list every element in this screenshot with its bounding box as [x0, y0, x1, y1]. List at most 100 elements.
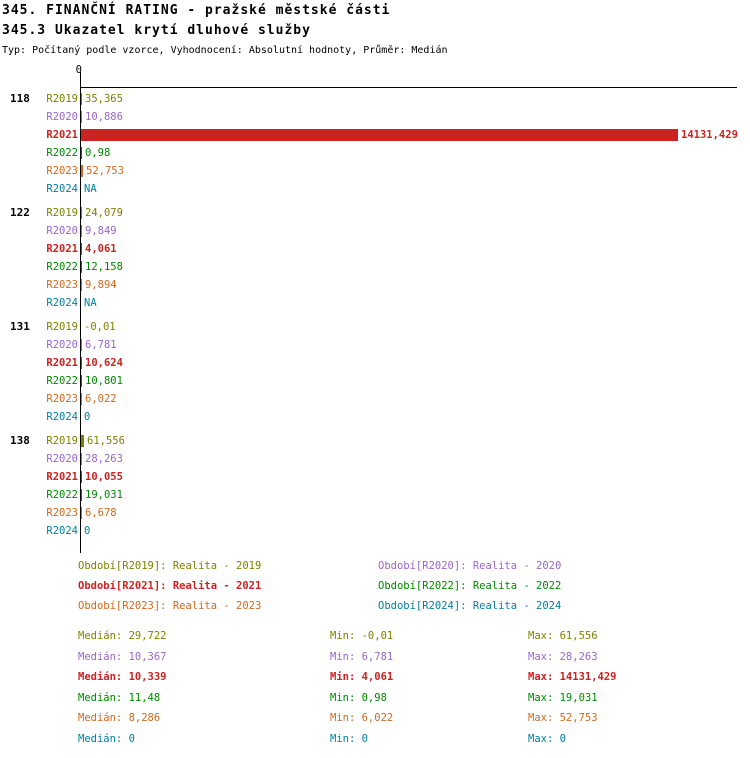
stat-max-r2023: Max: 52,753 — [528, 712, 598, 724]
stat-median-r2020: Medián: 10,367 — [78, 650, 167, 663]
series-year-label: R2021 — [46, 471, 78, 483]
value-label: 4,061 — [85, 243, 117, 255]
chart-row: R2023 52,753 — [0, 162, 750, 180]
value-bar — [81, 453, 82, 465]
value-label: 14131,429 — [681, 129, 738, 141]
stat-max-r2021: Max: 14131,429 — [528, 671, 617, 683]
chart-row: R2024 0 — [0, 408, 750, 426]
series-year-label: R2021 — [46, 357, 78, 369]
value-bar — [81, 261, 82, 273]
value-label: 35,365 — [85, 93, 123, 105]
series-year-label: R2022 — [46, 489, 78, 501]
stat-median-r2024: Medián: 0 — [78, 732, 135, 745]
stat-min-r2020: Min: 6,781 — [330, 650, 394, 663]
value-label: 0 — [84, 411, 91, 423]
series-year-label: R2020 — [46, 111, 78, 123]
series-year-label: R2023 — [46, 507, 78, 519]
series-year-label: R2020 — [46, 339, 78, 351]
value-label: -0,01 — [84, 321, 116, 333]
value-bar — [81, 375, 82, 387]
value-bar — [81, 111, 82, 123]
chart-row: 138 R2019 61,556 — [0, 432, 750, 450]
series-year-label: R2024 — [46, 411, 78, 423]
series-year-label: R2022 — [46, 375, 78, 387]
group-label: 122 — [10, 206, 30, 219]
meta-line: Typ: Počítaný podle vzorce, Vyhodnocení:… — [2, 45, 448, 56]
group-label: 138 — [10, 434, 30, 447]
series-year-label: R2022 — [46, 261, 78, 273]
series-year-label: R2023 — [46, 279, 78, 291]
chart-row: R2022 10,801 — [0, 372, 750, 390]
series-year-label: R2019 — [46, 435, 78, 447]
stat-median-r2022: Medián: 11,48 — [78, 691, 161, 704]
legend-item-r2024: Období[R2024]: Realita - 2024 — [378, 600, 562, 612]
chart-row: R2023 6,022 — [0, 390, 750, 408]
chart-row: R2020 9,849 — [0, 222, 750, 240]
chart-row: R2021 14131,429 — [0, 126, 750, 144]
value-label: 52,753 — [86, 165, 124, 177]
chart-row: R2023 9,894 — [0, 276, 750, 294]
value-label: 19,031 — [85, 489, 123, 501]
value-bar — [81, 129, 678, 141]
series-year-label: R2024 — [46, 297, 78, 309]
chart-row: R2020 10,886 — [0, 108, 750, 126]
value-label: 9,849 — [85, 225, 117, 237]
value-label: 28,263 — [85, 453, 123, 465]
legend-item-r2023: Období[R2023]: Realita - 2023 — [78, 600, 262, 612]
chart-row: R2024 NA — [0, 180, 750, 198]
chart-row: 131 R2019 -0,01 — [0, 318, 750, 336]
legend-item-r2019: Období[R2019]: Realita - 2019 — [78, 560, 262, 572]
category-axis-line — [80, 72, 81, 553]
stat-max-r2022: Max: 19,031 — [528, 691, 598, 704]
chart-row: R2022 12,158 — [0, 258, 750, 276]
series-year-label: R2019 — [46, 93, 78, 105]
value-bar — [81, 435, 84, 447]
value-label: 24,079 — [85, 207, 123, 219]
series-year-label: R2021 — [46, 243, 78, 255]
indicator-title: 345.3 Ukazatel krytí dluhové služby — [2, 23, 311, 38]
series-year-label: R2019 — [46, 207, 78, 219]
value-label: 6,781 — [85, 339, 117, 351]
group-label: 118 — [10, 92, 30, 105]
stat-min-r2019: Min: -0,01 — [330, 630, 394, 642]
series-year-label: R2023 — [46, 165, 78, 177]
stat-max-r2024: Max: 0 — [528, 732, 566, 745]
value-label: 9,894 — [85, 279, 117, 291]
page-title: 345. FINANČNÍ RATING - pražské městské č… — [2, 3, 391, 18]
legend-item-r2020: Období[R2020]: Realita - 2020 — [378, 560, 562, 572]
value-label: NA — [84, 183, 97, 195]
chart-row: R2021 10,055 — [0, 468, 750, 486]
series-year-label: R2019 — [46, 321, 78, 333]
value-label: 0,98 — [85, 147, 111, 159]
chart-row: R2024 0 — [0, 522, 750, 540]
chart-row: R2021 4,061 — [0, 240, 750, 258]
value-bar — [81, 243, 82, 255]
chart-row: R2020 28,263 — [0, 450, 750, 468]
series-year-label: R2021 — [46, 129, 78, 141]
value-bar — [81, 357, 82, 369]
stat-min-r2024: Min: 0 — [330, 732, 368, 745]
chart-row: R2020 6,781 — [0, 336, 750, 354]
value-label: 10,886 — [85, 111, 123, 123]
chart-row: 122 R2019 24,079 — [0, 204, 750, 222]
chart-row: R2022 19,031 — [0, 486, 750, 504]
value-bar — [81, 339, 82, 351]
value-label: 12,158 — [85, 261, 123, 273]
value-label: 10,624 — [85, 357, 123, 369]
stat-min-r2022: Min: 0,98 — [330, 691, 387, 704]
series-year-label: R2023 — [46, 393, 78, 405]
value-bar — [81, 471, 82, 483]
stat-max-r2019: Max: 61,556 — [528, 630, 598, 642]
legend-item-r2021: Období[R2021]: Realita - 2021 — [78, 580, 262, 592]
value-label: 61,556 — [87, 435, 125, 447]
value-bar — [81, 93, 82, 105]
value-label: 0 — [84, 525, 91, 537]
value-bar — [81, 393, 82, 405]
chart-row: 118 R2019 35,365 — [0, 90, 750, 108]
stat-min-r2023: Min: 6,022 — [330, 712, 394, 724]
value-bar — [81, 165, 83, 177]
chart-row: R2022 0,98 — [0, 144, 750, 162]
chart-row: R2024 NA — [0, 294, 750, 312]
series-year-label: R2022 — [46, 147, 78, 159]
